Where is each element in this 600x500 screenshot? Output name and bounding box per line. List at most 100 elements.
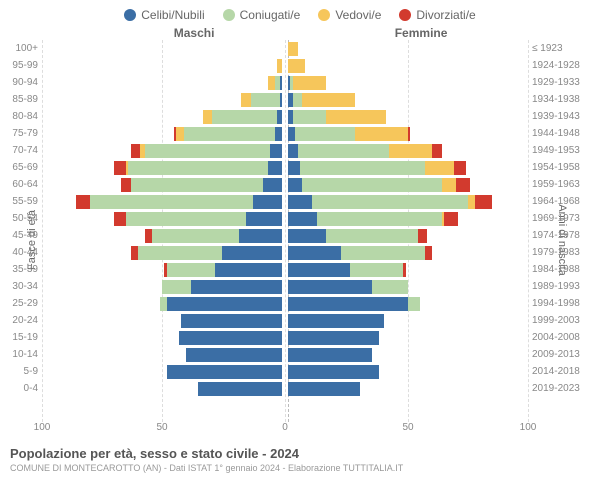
- bar-segment: [408, 127, 410, 141]
- bar-female: [288, 93, 528, 107]
- bar-female: [288, 382, 528, 396]
- age-label: 40-44: [0, 247, 42, 258]
- bar-segment: [288, 365, 379, 379]
- bar-segment: [191, 280, 282, 294]
- bar-female: [288, 348, 528, 362]
- bar-segment: [131, 178, 263, 192]
- age-label: 90-94: [0, 77, 42, 88]
- birth-label: 1964-1968: [528, 196, 586, 207]
- legend-item: Vedovi/e: [318, 8, 381, 22]
- bar-segment: [186, 348, 282, 362]
- bar-male: [42, 365, 282, 379]
- birth-label: 1984-1988: [528, 264, 586, 275]
- legend-item: Coniugati/e: [223, 8, 301, 22]
- bar-segment: [167, 365, 282, 379]
- bar-male: [42, 59, 282, 73]
- bar-segment: [425, 246, 432, 260]
- bar-segment: [114, 161, 126, 175]
- age-label: 20-24: [0, 315, 42, 326]
- age-label: 0-4: [0, 383, 42, 394]
- bar-segment: [241, 93, 251, 107]
- bar-male: [42, 246, 282, 260]
- legend-swatch: [399, 9, 411, 21]
- bar-segment: [444, 212, 458, 226]
- bar-segment: [341, 246, 425, 260]
- age-label: 95-99: [0, 60, 42, 71]
- bar-segment: [298, 144, 389, 158]
- bar-segment: [246, 212, 282, 226]
- bar-male: [42, 297, 282, 311]
- bar-male: [42, 348, 282, 362]
- birth-label: 1944-1948: [528, 128, 586, 139]
- pyramid-row: 100+≤ 1923: [0, 40, 600, 57]
- bar-female: [288, 331, 528, 345]
- bar-segment: [239, 229, 282, 243]
- birth-label: 1979-1983: [528, 247, 586, 258]
- birth-label: 2009-2013: [528, 349, 586, 360]
- pyramid-row: 35-391984-1988: [0, 261, 600, 278]
- bar-segment: [181, 314, 282, 328]
- bar-segment: [288, 144, 298, 158]
- x-tick: 50: [156, 422, 167, 433]
- bar-segment: [302, 93, 355, 107]
- bar-segment: [253, 195, 282, 209]
- pyramid-row: 70-741949-1953: [0, 142, 600, 159]
- bar-segment: [131, 144, 141, 158]
- bar-segment: [184, 127, 275, 141]
- age-label: 60-64: [0, 179, 42, 190]
- legend-label: Vedovi/e: [335, 8, 381, 22]
- birth-label: 1949-1953: [528, 145, 586, 156]
- x-tick: 0: [282, 422, 288, 433]
- header-female: Femmine: [299, 26, 544, 40]
- age-label: 65-69: [0, 162, 42, 173]
- birth-label: 1934-1938: [528, 94, 586, 105]
- pyramid-row: 45-491974-1978: [0, 227, 600, 244]
- bar-segment: [268, 76, 275, 90]
- bar-male: [42, 382, 282, 396]
- bar-segment: [270, 144, 282, 158]
- bar-segment: [288, 314, 384, 328]
- bar-male: [42, 212, 282, 226]
- birth-label: 2019-2023: [528, 383, 586, 394]
- pyramid-row: 75-791944-1948: [0, 125, 600, 142]
- bar-segment: [138, 246, 222, 260]
- bar-male: [42, 76, 282, 90]
- bar-female: [288, 42, 528, 56]
- age-label: 85-89: [0, 94, 42, 105]
- birth-label: 1929-1933: [528, 77, 586, 88]
- bar-male: [42, 127, 282, 141]
- pyramid-row: 65-691954-1958: [0, 159, 600, 176]
- bar-segment: [176, 127, 183, 141]
- bar-segment: [425, 161, 454, 175]
- bar-segment: [121, 178, 131, 192]
- bar-segment: [288, 178, 302, 192]
- bar-female: [288, 263, 528, 277]
- legend-label: Divorziati/e: [416, 8, 475, 22]
- legend-label: Coniugati/e: [240, 8, 301, 22]
- pyramid-row: 50-541969-1973: [0, 210, 600, 227]
- footer-title: Popolazione per età, sesso e stato civil…: [10, 446, 590, 461]
- bar-segment: [293, 93, 303, 107]
- chart-area: Fasce di età Anni di nascita 100+≤ 19239…: [0, 40, 600, 440]
- pyramid-row: 30-341989-1993: [0, 278, 600, 295]
- birth-label: 1969-1973: [528, 213, 586, 224]
- bar-segment: [280, 76, 282, 90]
- bar-male: [42, 144, 282, 158]
- age-label: 15-19: [0, 332, 42, 343]
- birth-label: 1939-1943: [528, 111, 586, 122]
- bar-segment: [288, 127, 295, 141]
- bar-segment: [288, 212, 317, 226]
- birth-label: 1959-1963: [528, 179, 586, 190]
- bar-segment: [408, 297, 420, 311]
- bar-female: [288, 365, 528, 379]
- bar-segment: [280, 93, 282, 107]
- bar-segment: [418, 229, 428, 243]
- pyramid-row: 40-44 1979-1983: [0, 244, 600, 261]
- bar-segment: [432, 144, 442, 158]
- pyramid-row: 55-591964-1968: [0, 193, 600, 210]
- x-tick: 50: [402, 422, 413, 433]
- age-label: 30-34: [0, 281, 42, 292]
- age-label: 25-29: [0, 298, 42, 309]
- bar-segment: [456, 178, 470, 192]
- birth-label: 2014-2018: [528, 366, 586, 377]
